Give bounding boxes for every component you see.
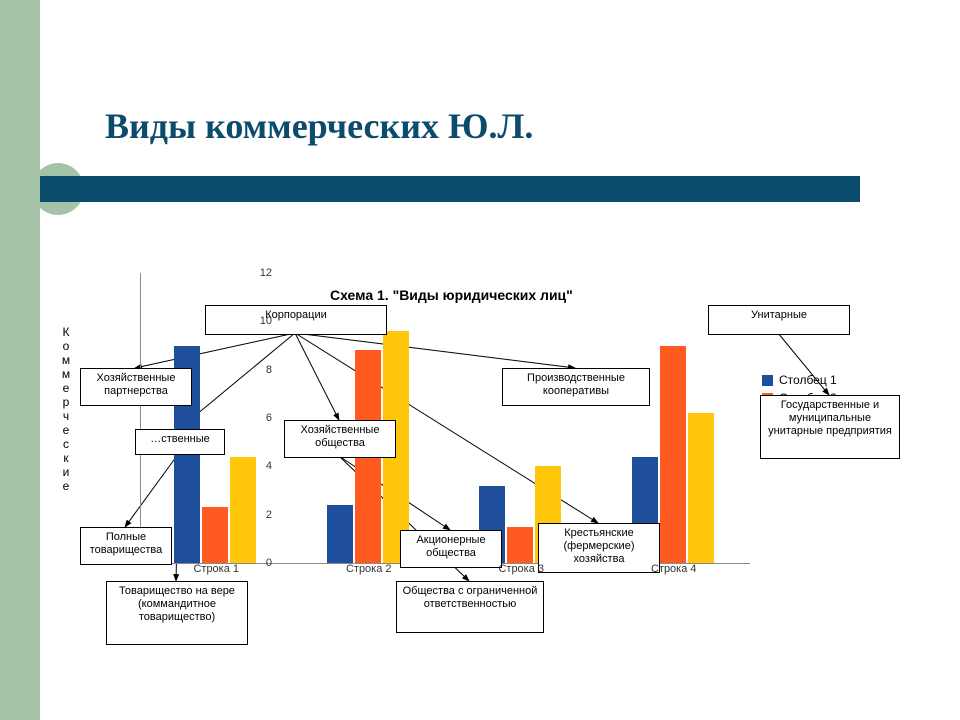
legend-label: Столбец 1 <box>779 373 837 387</box>
title-rule <box>40 176 860 202</box>
diagram-box-vera: Товарищество на вере (коммандитное товар… <box>106 581 248 645</box>
y-axis <box>140 273 141 563</box>
y-tick-label: 2 <box>242 509 272 521</box>
y-tick-label: 4 <box>242 460 272 472</box>
bar <box>202 507 228 563</box>
diagram-box-aktsionern: Акционерные общества <box>400 530 502 568</box>
y-tick-label: 10 <box>242 315 272 327</box>
chart-area: К о м м е р ч е с к и е Схема 1. "Виды ю… <box>70 265 890 655</box>
diagram-box-gov: Государственные и муниципальные унитарны… <box>760 395 900 459</box>
y-tick-label: 6 <box>242 412 272 424</box>
y-axis-category-label: К о м м е р ч е с к и е <box>60 325 72 493</box>
y-tick-label: 8 <box>242 364 272 376</box>
x-tick-label: Строка 1 <box>193 563 239 575</box>
diagram-box-coops: Производственные кооперативы <box>502 368 650 406</box>
diagram-box-corporations: Корпорации <box>205 305 387 335</box>
slide-sidebar <box>0 0 40 720</box>
slide-title: Виды коммерческих Ю.Л. <box>105 105 533 147</box>
diagram-box-ooo: Общества с ограниченной ответственностью <box>396 581 544 633</box>
diagram-box-unitary: Унитарные <box>708 305 850 335</box>
bar <box>327 505 353 563</box>
diagram-box-pol_tov: Полные товарищества <box>80 527 172 565</box>
diagram-box-hoz_obshch: Хозяйственные общества <box>284 420 396 458</box>
legend-item: Столбец 1 <box>762 373 872 387</box>
x-tick-label: Строка 2 <box>346 563 392 575</box>
diagram-box-companies_cut: …ственные <box>135 429 225 455</box>
diagram-box-partnerships: Хозяйственные партнерства <box>80 368 192 406</box>
bar <box>660 346 686 564</box>
diagram-box-krest: Крестьянские (фермерские) хозяйства <box>538 523 660 573</box>
y-tick-label: 0 <box>242 557 272 569</box>
x-tick-label: Строка 3 <box>498 563 544 575</box>
bar <box>507 527 533 563</box>
y-tick-label: 12 <box>242 267 272 279</box>
x-tick-label: Строка 4 <box>651 563 697 575</box>
legend-swatch <box>762 375 773 386</box>
bar <box>688 413 714 563</box>
